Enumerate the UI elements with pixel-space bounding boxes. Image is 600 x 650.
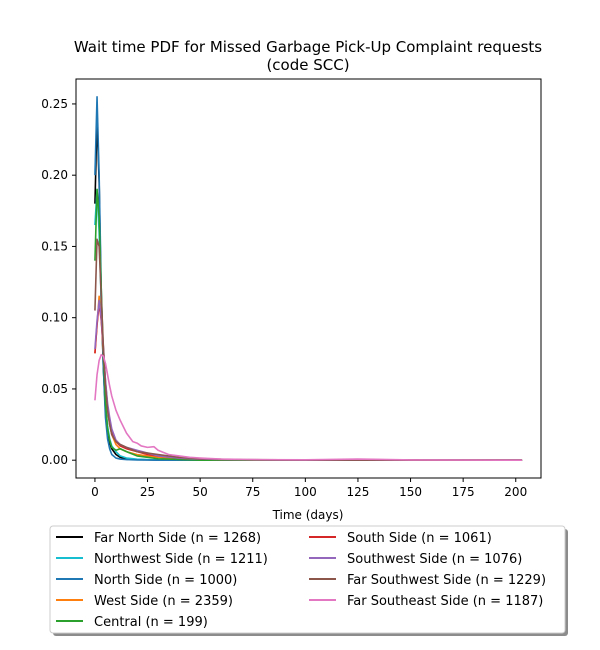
- legend-label: Far Southwest Side (n = 1229): [347, 573, 546, 588]
- x-tick-label: 25: [140, 485, 155, 499]
- series-layer: [94, 96, 523, 461]
- y-tick-label: 0.10: [41, 311, 68, 325]
- legend-label: Southwest Side (n = 1076): [347, 552, 522, 567]
- legend-box: [49, 525, 566, 634]
- x-axis-label: Time (days): [272, 508, 344, 522]
- x-tick-label: 200: [504, 485, 527, 499]
- legend-label: Far Southeast Side (n = 1187): [347, 594, 543, 609]
- chart-title: Wait time PDF for Missed Garbage Pick-Up…: [74, 38, 542, 56]
- legend-label: Central (n = 199): [94, 615, 208, 630]
- y-axis: 0.00 0.05 0.10 0.15 0.20 0.25: [41, 97, 76, 467]
- y-tick-label: 0.25: [41, 97, 68, 111]
- x-axis: 0 25 50 75 100 125 150 175 200: [91, 478, 527, 499]
- legend-label: North Side (n = 1000): [94, 573, 237, 588]
- x-tick-label: 175: [452, 485, 475, 499]
- y-tick-label: 0.20: [41, 168, 68, 182]
- chart-subtitle: (code SCC): [266, 56, 349, 74]
- x-tick-label: 150: [399, 485, 422, 499]
- x-tick-label: 100: [294, 485, 317, 499]
- legend-label: Far North Side (n = 1268): [94, 531, 261, 546]
- x-tick-label: 50: [192, 485, 207, 499]
- x-tick-label: 125: [346, 485, 369, 499]
- legend-label: West Side (n = 2359): [94, 594, 233, 609]
- series-line-9: [94, 353, 523, 461]
- y-tick-label: 0.15: [41, 239, 68, 253]
- x-tick-label: 75: [245, 485, 260, 499]
- y-tick-label: 0.05: [41, 382, 68, 396]
- legend-entries: Far North Side (n = 1268) Northwest Side …: [56, 531, 546, 630]
- legend-label: Northwest Side (n = 1211): [94, 552, 268, 567]
- legend: Far North Side (n = 1268) Northwest Side …: [49, 525, 568, 636]
- x-tick-label: 0: [91, 485, 99, 499]
- plot-frame: [75, 78, 542, 479]
- legend-label: South Side (n = 1061): [347, 531, 492, 546]
- y-tick-label: 0.00: [41, 453, 68, 467]
